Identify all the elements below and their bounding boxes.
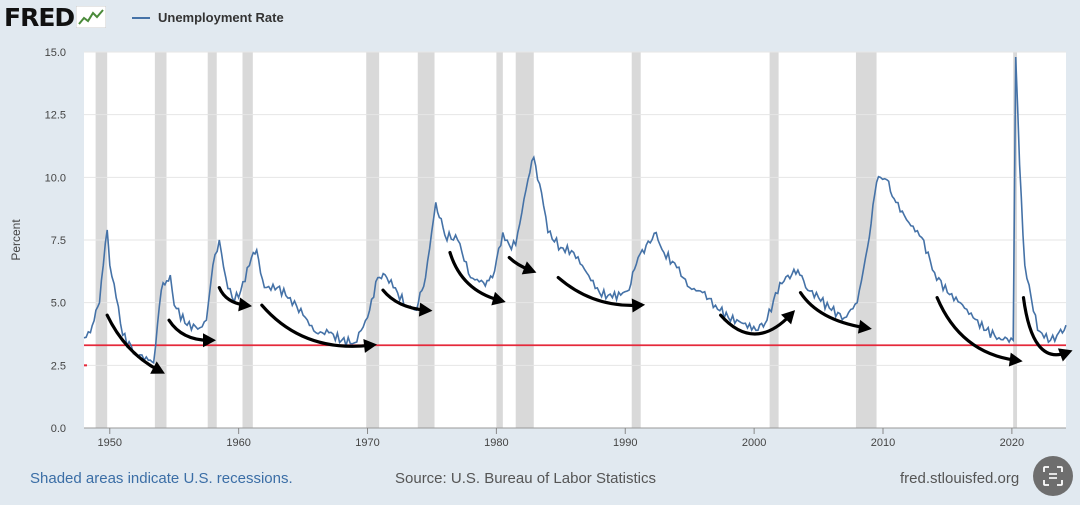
y-tick-label: 0.0 [51,423,66,435]
arrow-shaft [105,313,161,372]
x-tick-label: 1990 [613,437,637,449]
x-tick-label: 2010 [871,437,895,449]
grid [84,51,1066,429]
annotation-arrow [1021,296,1073,362]
arrow-shaft [798,291,867,330]
legend-swatch [132,16,150,19]
arrow-head [521,261,537,275]
unemployment-rate-series [83,56,1067,365]
y-tick-label: 7.5 [51,235,66,247]
x-tick-label: 2000 [742,437,766,449]
legend-label: Unemployment Rate [158,10,284,25]
arrow-head [857,319,872,334]
chart-legend: Unemployment Rate [132,10,284,25]
fred-url-link[interactable]: fred.stlouisfed.org [900,470,1020,487]
arrow-head [418,302,433,317]
arrow-shaft [719,313,792,336]
annotation-arrow [448,250,506,306]
arrow-head [491,291,506,306]
annotation-arrow [105,313,165,374]
line-graph-icon [76,6,107,28]
annotation-arrow [935,296,1023,367]
y-tick-label: 15.0 [45,47,66,59]
y-tick-label: 5.0 [51,298,66,310]
scan-button[interactable] [1033,456,1073,496]
annotation-arrow [719,310,796,336]
arrow-shaft [448,250,501,302]
arrow-head [150,361,165,374]
arrow-shaft [556,276,640,307]
arrow-head [363,338,378,353]
y-tick-label: 10.0 [45,172,66,184]
arrow-head [1008,352,1023,367]
source-text: Source: U.S. Bureau of Labor Statistics [395,470,656,487]
arrow-head [781,310,796,325]
y-axis-title: Percent [9,219,23,261]
fred-logo[interactable]: FRED [4,2,75,32]
unemployment-chart: 0.0 2.5 5.0 7.5 10.0 12.5 15.0 1950 1960 1970 198… [9,47,1073,449]
x-tick-label: 1970 [355,437,379,449]
x-axis-ticks: 1950 1960 1970 1980 1990 2000 2010 2020 [98,428,1024,449]
arrow-shaft [935,296,1018,362]
fred-header: FRED [4,2,107,32]
recession-note-link[interactable]: Shaded areas indicate U.S. recessions. [30,470,293,487]
x-tick-label: 2020 [1000,437,1024,449]
arrow-head [238,297,253,312]
arrow-head [1057,348,1073,362]
scan-icon [1043,466,1063,486]
x-tick-label: 1960 [226,437,250,449]
arrow-head [203,333,217,348]
arrow-shaft [1021,296,1068,357]
annotation-arrow [260,303,378,353]
y-axis-ticks: 0.0 2.5 5.0 7.5 10.0 12.5 15.0 [45,47,66,435]
annotation-arrow [798,291,872,334]
annotation-arrow [381,288,433,317]
y-tick-label: 12.5 [45,110,66,122]
annotation-arrow [167,318,217,348]
x-tick-label: 1980 [484,437,508,449]
annotation-arrows [105,250,1073,374]
arrow-head [631,298,646,313]
annotation-arrow [556,276,646,313]
annotation-arrow [217,286,253,312]
y-tick-label: 2.5 [51,360,66,372]
x-tick-label: 1950 [98,437,122,449]
annotation-arrow [507,255,537,275]
arrow-shaft [260,303,372,348]
